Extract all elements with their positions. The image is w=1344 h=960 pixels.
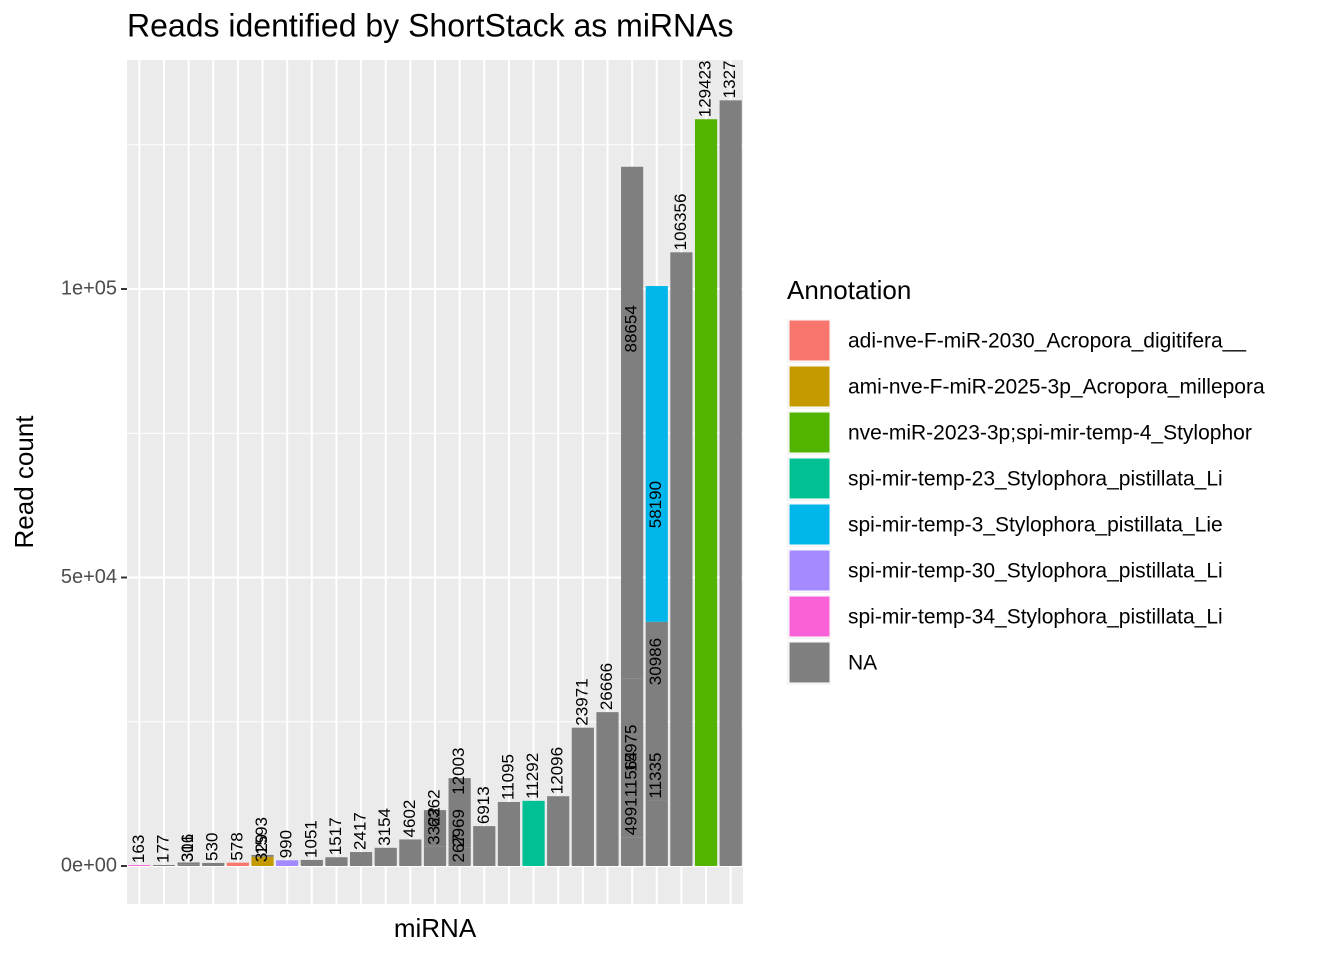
legend-key [788, 365, 831, 408]
bar-value-label: 329 [252, 834, 271, 862]
bar-segment [276, 860, 299, 866]
bar-segment [251, 856, 274, 866]
bar-value-label: 11335 [646, 753, 665, 799]
bar-segment [473, 826, 496, 866]
legend-label: adi-nve-F-miR-2030_Acropora_digitifera__ [848, 330, 1246, 353]
bar-segment [621, 837, 644, 866]
bar-segment [670, 252, 693, 866]
bar-segment [571, 727, 594, 866]
chart-title: Reads identified by ShortStack as miRNAs [127, 7, 733, 43]
legend-label: NA [848, 652, 877, 675]
legend-label: spi-mir-temp-30_Stylophora_pistillata_Li [848, 560, 1223, 583]
bar-segment [645, 800, 668, 866]
legend-key [788, 549, 831, 592]
bar-value-label: 11292 [523, 753, 542, 799]
bar-segment [645, 621, 668, 801]
legend-label: spi-mir-temp-3_Stylophora_pistillata_Lie [848, 514, 1223, 537]
bar-value-label: 2417 [351, 812, 370, 850]
bar-segment [621, 166, 644, 679]
y-tick-label: 5e+04 [61, 566, 117, 588]
bar-value-label: 15975 [622, 725, 641, 772]
legend-key [788, 503, 831, 546]
bar-segment [177, 864, 200, 866]
bar-value-label: 1517 [326, 817, 345, 855]
bar-segment [621, 745, 644, 838]
bar-value-label: 990 [277, 830, 296, 858]
bar-segment [128, 865, 151, 866]
y-tick-label: 1e+05 [61, 277, 117, 299]
bar-value-label: 12096 [548, 747, 567, 794]
bar-value-label: 11095 [498, 754, 517, 800]
bar-value-label: 1051 [301, 820, 320, 858]
bar-segment [399, 839, 422, 866]
bar-value-label: 23971 [572, 678, 591, 725]
bar-segment [251, 854, 274, 857]
legend-title: Annotation [787, 275, 911, 305]
bar-segment [448, 847, 471, 865]
y-tick-label: 0e+00 [61, 854, 117, 876]
bar-value-label: 132700 [720, 42, 739, 99]
bar-segment [621, 678, 644, 746]
legend: adi-nve-F-miR-2030_Acropora_digitifera__… [787, 319, 1265, 685]
bar-value-label: 3154 [375, 808, 394, 846]
y-axis-title: Read count [9, 415, 39, 549]
legend-key [788, 319, 831, 362]
bar-value-label: 267 [449, 834, 468, 862]
legend-label: spi-mir-temp-34_Stylophora_pistillata_Li [848, 606, 1223, 629]
bar-segment [177, 862, 200, 865]
bar-value-label: 6913 [474, 786, 493, 824]
bar-value-label: 26666 [597, 663, 616, 710]
bar-segment [152, 864, 176, 866]
bar-value-label: 6362 [424, 789, 443, 827]
bar-value-label: 316 [178, 834, 197, 862]
bar-value-label: 578 [227, 832, 246, 860]
bar-segment [448, 778, 471, 848]
bar-segment [497, 801, 521, 866]
bar-value-label: 88654 [622, 305, 641, 352]
legend-key [788, 411, 831, 454]
legend-key [788, 457, 831, 500]
axis: 0e+00 5e+04 1e+05 [61, 277, 127, 876]
bar-segment [596, 712, 619, 866]
bar-segment [300, 859, 323, 866]
bar-segment [325, 857, 348, 866]
bar-segment [645, 286, 668, 622]
bar-value-label: 301 [178, 834, 197, 862]
bar-segment [349, 852, 373, 866]
bar-segment [423, 846, 447, 866]
bar-value-label: 11564 [622, 751, 641, 797]
bar-value-label: 1593 [252, 817, 271, 855]
bar-segment [522, 800, 545, 866]
bar-segment [423, 810, 447, 847]
bar-segment [694, 119, 718, 866]
bar-segment [374, 847, 397, 866]
legend-label: spi-mir-temp-23_Stylophora_pistillata_Li [848, 468, 1223, 491]
bar-value-label: 2969 [449, 809, 468, 847]
legend-label: nve-miR-2023-3p;spi-mir-temp-4_Stylophor [848, 422, 1252, 445]
bar-value-label: 163 [129, 835, 148, 863]
bar-value-label: 129423 [696, 60, 715, 117]
legend-label: ami-nve-F-miR-2025-3p_Acropora_millepora [848, 376, 1265, 399]
bar-segment [719, 100, 742, 866]
legend-key [788, 595, 831, 638]
bar-value-label: 530 [203, 833, 222, 861]
legend-key [788, 641, 831, 684]
bar-value-label: 4602 [400, 800, 419, 838]
bar-value-label: 177 [153, 835, 172, 863]
bar-value-label: 3322 [424, 807, 443, 845]
bar-value-label: 30986 [646, 638, 665, 685]
bar-value-label: 4991 [622, 797, 641, 835]
bar-segment [448, 864, 471, 866]
bar-value-label: 12003 [449, 747, 468, 794]
bar-value-label: 106356 [671, 194, 690, 251]
bar-segment [547, 796, 570, 866]
bar-value-label: 58190 [646, 481, 665, 528]
bar-segment [202, 862, 225, 866]
bar-segment [226, 862, 249, 866]
x-axis-title: miRNA [394, 913, 477, 943]
